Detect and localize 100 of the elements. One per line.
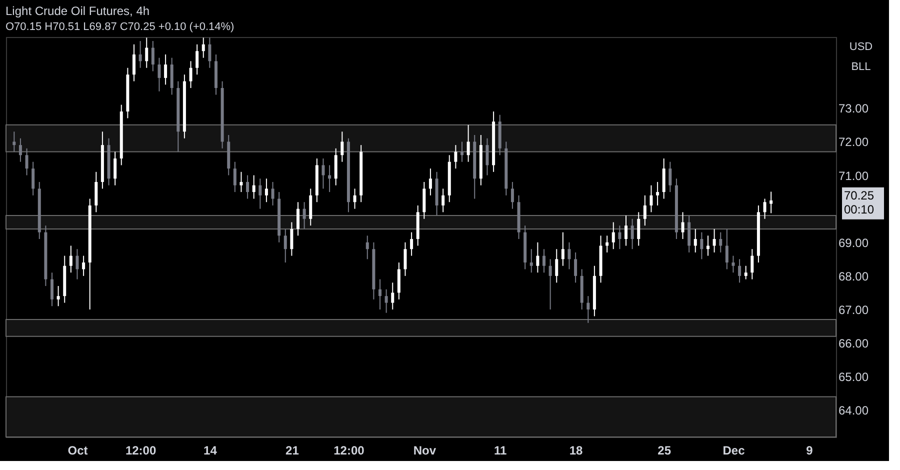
candlestick bbox=[688, 215, 691, 253]
candlestick bbox=[82, 255, 86, 276]
candlestick bbox=[466, 124, 470, 162]
candlestick bbox=[151, 40, 154, 72]
candlestick bbox=[264, 178, 268, 203]
candlestick bbox=[612, 222, 615, 250]
candlestick bbox=[637, 212, 640, 246]
text: USD bbox=[849, 41, 873, 53]
candlestick bbox=[606, 235, 609, 253]
candlestick bbox=[700, 232, 704, 260]
candlestick bbox=[25, 148, 28, 176]
candlestick bbox=[208, 37, 212, 68]
candlestick bbox=[252, 174, 256, 200]
candlestick bbox=[763, 198, 766, 220]
candlestick bbox=[302, 202, 306, 230]
candlestick bbox=[744, 265, 748, 280]
y-tick-label: 71.00 bbox=[838, 168, 869, 183]
candlestick bbox=[202, 37, 205, 58]
x-tick-label: 11 bbox=[494, 444, 508, 458]
candlestick bbox=[624, 215, 628, 246]
x-tick-label: 12:00 bbox=[125, 444, 156, 458]
candlestick bbox=[240, 171, 243, 193]
candlestick bbox=[662, 158, 666, 200]
candlestick bbox=[196, 44, 199, 76]
y-tick-label: 65.00 bbox=[838, 370, 869, 384]
candlestick bbox=[454, 144, 458, 170]
chart-subtitle: O70.15 H70.51 L69.87 C70.25 +0.10 (+0.14%) bbox=[6, 21, 234, 33]
candlestick bbox=[618, 225, 622, 250]
x-tick-label: Dec bbox=[722, 444, 746, 458]
candlestick bbox=[340, 131, 344, 162]
candlestick bbox=[271, 181, 274, 206]
candlestick bbox=[138, 40, 142, 68]
candlestick bbox=[189, 60, 192, 89]
y-tick-label: 64.00 bbox=[838, 404, 869, 418]
candlestick bbox=[290, 222, 294, 256]
text: 70.25 bbox=[844, 188, 874, 202]
candlestick bbox=[32, 161, 35, 196]
candlestick bbox=[422, 181, 426, 220]
candlestick bbox=[328, 164, 332, 193]
candlestick bbox=[719, 232, 722, 253]
candlestick bbox=[164, 54, 168, 86]
x-tick-label: Oct bbox=[68, 444, 88, 458]
candlestick bbox=[404, 242, 407, 276]
candlestick bbox=[322, 158, 325, 190]
candlestick bbox=[586, 296, 590, 324]
candlestick bbox=[548, 258, 552, 310]
candlestick bbox=[170, 57, 174, 96]
x-tick-label: 21 bbox=[286, 444, 300, 458]
candlestick bbox=[145, 37, 148, 68]
candlestick bbox=[706, 235, 710, 256]
candlestick bbox=[246, 174, 250, 200]
candlestick bbox=[158, 57, 161, 92]
candlestick bbox=[460, 141, 464, 162]
candlestick bbox=[18, 138, 22, 162]
candlestick bbox=[442, 188, 445, 213]
candlestick bbox=[334, 148, 338, 186]
candlestick bbox=[643, 194, 646, 226]
candlestick bbox=[114, 151, 117, 186]
candlestick bbox=[284, 228, 287, 264]
candlestick bbox=[391, 282, 394, 310]
candlestick bbox=[712, 228, 716, 253]
candlestick bbox=[750, 248, 754, 280]
text: BLL bbox=[851, 61, 871, 73]
candlestick bbox=[530, 248, 533, 274]
candlestick bbox=[732, 255, 735, 274]
x-tick-label: 25 bbox=[658, 444, 672, 458]
candlestick bbox=[12, 131, 16, 152]
candlestick bbox=[428, 168, 432, 196]
candlestick bbox=[366, 235, 369, 260]
candlestick bbox=[410, 232, 414, 256]
candlestick bbox=[233, 161, 236, 193]
candlestick bbox=[50, 272, 54, 307]
candlestick bbox=[738, 258, 742, 284]
y-tick-label: 73.00 bbox=[838, 102, 869, 116]
candlestick bbox=[574, 252, 578, 284]
candlestick bbox=[681, 212, 684, 240]
candlestick bbox=[353, 188, 356, 210]
candlestick bbox=[510, 181, 514, 210]
x-tick-label: 12:00 bbox=[334, 444, 365, 458]
y-tick-label: 72.00 bbox=[838, 135, 869, 150]
candlestick bbox=[542, 248, 546, 274]
y-tick-label: 67.00 bbox=[838, 302, 869, 317]
candlestick bbox=[76, 248, 79, 280]
candlestick bbox=[309, 188, 312, 226]
y-tick-label: 66.00 bbox=[838, 336, 869, 351]
candlestick bbox=[668, 161, 672, 193]
x-tick-label: 9 bbox=[806, 444, 814, 458]
candlestick bbox=[56, 285, 60, 307]
candlestick bbox=[725, 228, 728, 270]
y-tick-label: 69.00 bbox=[838, 236, 869, 250]
candlestick bbox=[69, 245, 72, 274]
candlestick bbox=[630, 218, 634, 250]
candlestick bbox=[536, 242, 540, 274]
candlestick bbox=[568, 242, 571, 270]
y-tick-label: 68.00 bbox=[838, 269, 869, 284]
candlestick bbox=[258, 178, 262, 210]
candlestick bbox=[555, 248, 558, 284]
candlestick bbox=[650, 184, 653, 213]
x-tick-label: 14 bbox=[204, 444, 218, 458]
chart-title: Light Crude Oil Futures, 4h bbox=[6, 4, 150, 18]
